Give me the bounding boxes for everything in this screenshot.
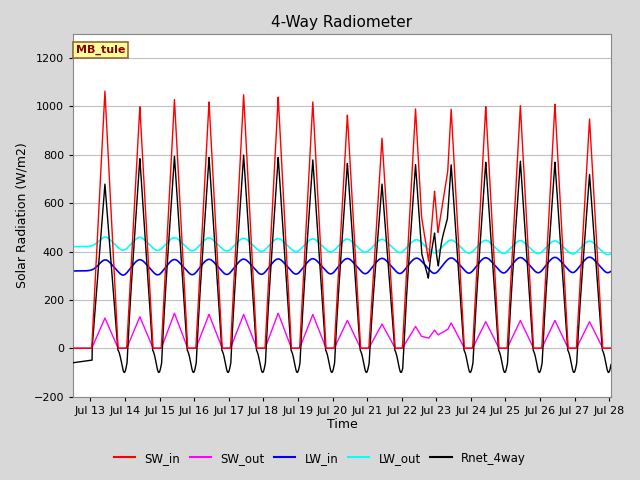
- Text: MB_tule: MB_tule: [76, 45, 125, 55]
- Title: 4-Way Radiometer: 4-Way Radiometer: [271, 15, 413, 30]
- Y-axis label: Solar Radiation (W/m2): Solar Radiation (W/m2): [15, 143, 28, 288]
- X-axis label: Time: Time: [326, 419, 357, 432]
- Legend: SW_in, SW_out, LW_in, LW_out, Rnet_4way: SW_in, SW_out, LW_in, LW_out, Rnet_4way: [109, 447, 531, 469]
